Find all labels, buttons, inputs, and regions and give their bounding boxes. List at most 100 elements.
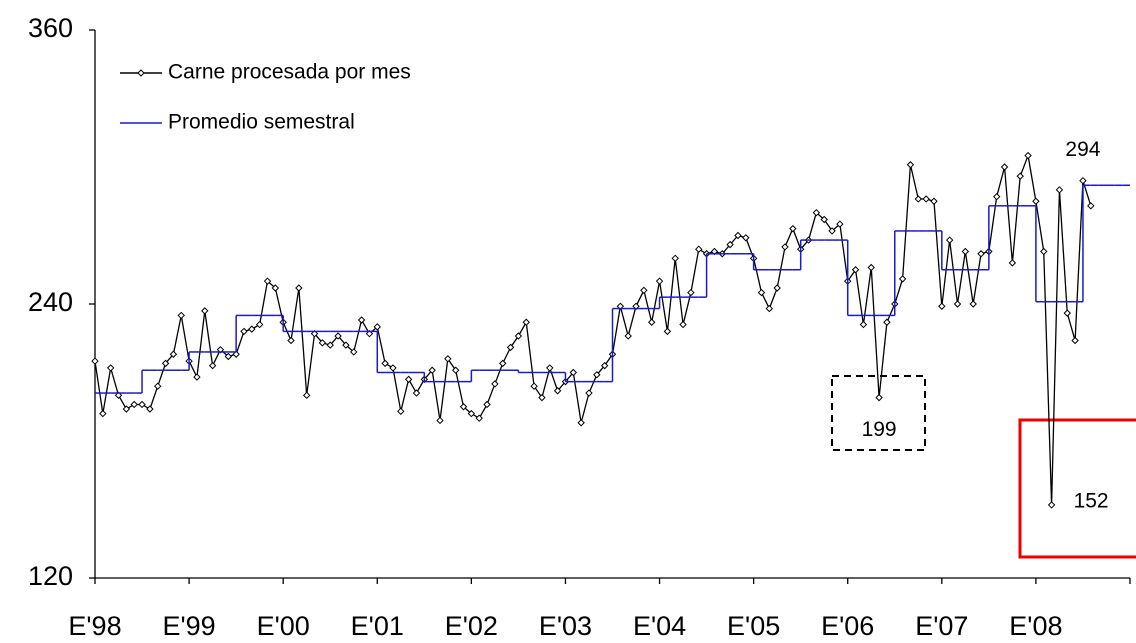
marker — [679, 320, 687, 329]
marker — [1000, 163, 1009, 171]
marker — [953, 300, 962, 308]
marker — [914, 195, 923, 203]
marker — [757, 288, 766, 297]
legend-marker — [137, 69, 145, 77]
marker — [1055, 186, 1064, 194]
marker — [875, 393, 883, 402]
marker — [977, 250, 985, 258]
marker — [350, 348, 358, 356]
marker — [326, 341, 334, 349]
x-tick-label: E'06 — [821, 611, 874, 641]
marker — [193, 373, 201, 381]
marker — [600, 361, 609, 370]
marker — [1071, 336, 1079, 345]
marker — [114, 391, 123, 400]
marker — [663, 327, 672, 336]
marker — [389, 364, 397, 372]
marker — [483, 400, 491, 409]
marker — [318, 339, 327, 347]
marker — [553, 387, 562, 395]
x-tick-label: E'04 — [633, 611, 686, 641]
marker — [248, 325, 256, 333]
y-tick-label: 120 — [28, 561, 73, 591]
marker — [836, 220, 844, 228]
marker — [412, 389, 421, 397]
marker — [373, 323, 381, 331]
marker — [91, 357, 99, 365]
marker — [342, 341, 350, 349]
marker — [538, 393, 546, 402]
marker — [106, 364, 115, 372]
marker — [1063, 309, 1071, 317]
marker — [397, 407, 405, 416]
marker — [255, 320, 264, 329]
x-tick-label: E'03 — [539, 611, 592, 641]
x-tick-label: E'98 — [68, 611, 121, 641]
marker — [287, 336, 295, 345]
marker — [459, 403, 468, 411]
marker — [851, 266, 860, 274]
marker — [506, 343, 515, 352]
marker — [546, 364, 554, 372]
marker — [271, 284, 280, 292]
marker — [922, 195, 930, 203]
marker — [1016, 172, 1024, 180]
marker — [177, 311, 185, 320]
marker — [365, 329, 374, 338]
marker — [647, 318, 656, 326]
marker — [820, 215, 828, 224]
data-label: 152 — [1074, 489, 1109, 512]
marker — [906, 161, 915, 169]
marker — [154, 382, 162, 390]
marker — [585, 389, 593, 397]
marker — [161, 359, 170, 368]
marker — [522, 318, 530, 326]
marker — [451, 366, 460, 374]
marker — [224, 352, 233, 361]
marker — [122, 405, 131, 413]
marker — [334, 332, 342, 340]
marker — [475, 414, 483, 422]
highlight-box — [1018, 418, 1136, 559]
marker — [781, 243, 789, 251]
marker — [1047, 501, 1056, 509]
data-label: 199 — [862, 418, 897, 441]
x-tick-label: E'99 — [162, 611, 215, 641]
y-tick-label: 240 — [28, 287, 73, 317]
marker — [1087, 202, 1095, 210]
marker — [883, 318, 891, 326]
marker — [381, 359, 389, 368]
marker — [624, 332, 632, 340]
marker — [295, 284, 303, 292]
marker — [99, 409, 107, 418]
marker — [765, 304, 774, 313]
marker — [138, 400, 146, 409]
marker — [310, 329, 319, 338]
marker — [130, 400, 138, 409]
marker — [1040, 247, 1048, 256]
marker — [1032, 197, 1040, 205]
legend-label: Promedio semestral — [168, 111, 355, 134]
marker — [773, 284, 781, 292]
marker — [828, 227, 836, 235]
marker — [499, 359, 507, 368]
marker — [898, 275, 907, 283]
marker — [577, 419, 585, 427]
marker — [655, 277, 664, 285]
marker — [146, 405, 154, 413]
x-tick-label: E'05 — [727, 611, 780, 641]
marker — [201, 307, 209, 315]
marker — [1079, 176, 1087, 185]
marker — [969, 300, 977, 308]
x-tick-label: E'01 — [351, 611, 404, 641]
marker — [428, 366, 436, 374]
marker — [436, 416, 444, 425]
marker — [208, 361, 217, 370]
y-tick-label: 360 — [28, 13, 73, 43]
marker — [593, 371, 601, 379]
marker — [1024, 151, 1032, 160]
marker — [687, 288, 695, 297]
marker — [938, 302, 946, 310]
